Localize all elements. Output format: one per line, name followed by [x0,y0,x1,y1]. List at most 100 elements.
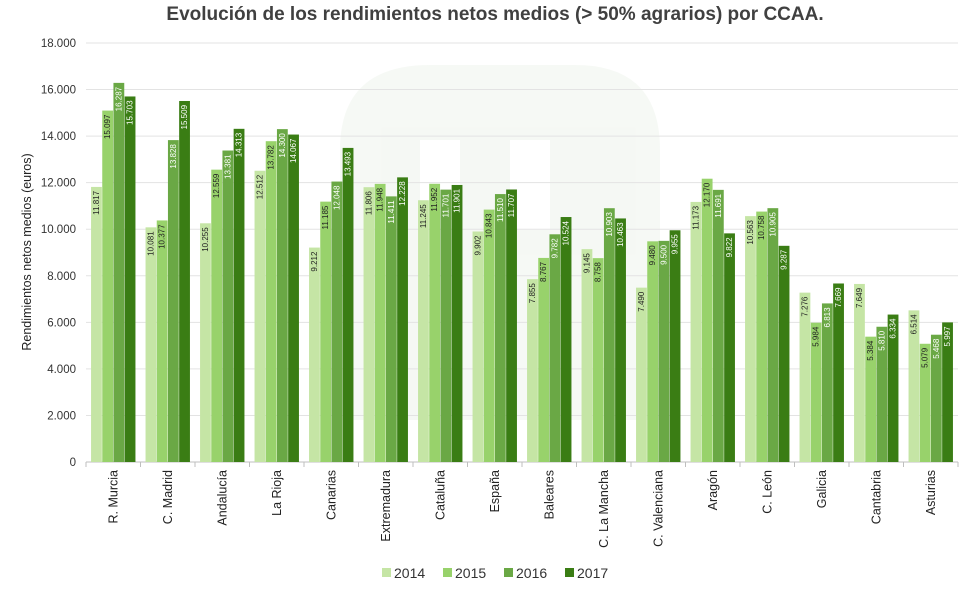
data-label: 11.952 [430,187,439,211]
bar-2015 [211,169,223,462]
data-label: 10.255 [201,227,210,252]
data-label: 11.411 [387,200,396,224]
data-label: 7.669 [834,287,843,308]
x-tick-label: Cataluña [433,470,447,520]
data-label: 9.500 [659,244,668,265]
bar-2017 [669,230,681,462]
bar-2014 [145,227,157,462]
x-tick-label: Andalucía [215,470,229,526]
bar-2014 [309,247,320,462]
x-tick-label: España [488,470,502,512]
data-label: 12.170 [703,182,712,207]
bar-2016 [331,181,343,463]
x-tick-label: C. León [760,470,774,514]
bar-2016 [113,82,125,463]
y-tick-label: 2.000 [47,410,76,422]
data-label: 15.703 [126,100,135,125]
x-tick-label: Asturias [924,470,938,515]
data-label: 15.097 [103,114,112,139]
bar-2014 [200,223,211,462]
data-label: 11.701 [441,193,450,217]
data-label: 10.524 [562,220,571,245]
bar-2017 [397,177,408,463]
data-label: 13.493 [344,151,353,176]
bar-2015 [374,183,386,462]
bar-2015 [156,220,168,462]
data-label: 6.334 [889,318,898,339]
y-tick-label: 8.000 [47,271,76,283]
bar-2017 [451,184,463,462]
legend-label-2015: 2015 [455,565,486,581]
data-label: 5.984 [812,326,821,347]
bar-2016 [712,189,724,462]
data-label: 5.810 [877,330,886,351]
bar-2016 [440,189,452,463]
data-label: 9.145 [582,253,591,274]
bar-2015 [647,241,659,462]
x-tick-label: R. Murcia [106,470,120,524]
x-tick-label: Extremadura [379,470,393,542]
bar-2017 [778,245,790,462]
bar-2016 [167,140,179,463]
x-tick-label: C. Madrid [161,470,175,524]
data-label: 9.782 [550,238,559,259]
data-label: 10.081 [146,231,155,256]
data-label: 5.384 [866,340,875,361]
bar-2017 [233,128,245,462]
data-label: 9.955 [671,234,680,255]
bar-2016 [276,129,288,462]
y-tick-label: 16.000 [41,85,76,97]
bar-2016 [876,326,888,462]
bar-2016 [930,334,942,462]
bar-2014 [363,187,375,462]
bar-2015 [919,343,931,462]
legend-swatch-2014 [382,568,391,577]
y-axis: 0 2.000 4.000 6.000 8.000 10.000 12.000 14.000 1… [41,38,76,469]
bar-2014 [908,310,920,462]
bar-2015 [701,178,713,462]
bar-2017 [942,322,953,462]
bar-2015 [865,336,877,462]
data-label: 10.758 [757,215,766,240]
data-label: 7.490 [637,291,646,312]
data-label: 9.822 [725,237,734,258]
legend-swatch-2017 [565,568,574,577]
y-tick-label: 4.000 [47,364,76,376]
data-label: 12.559 [212,173,221,198]
y-tick-label: 18.000 [41,38,76,50]
legend-label-2017: 2017 [577,565,608,581]
x-tick-label: Baleares [542,470,556,519]
data-label: 13.381 [223,154,232,179]
bar-2015 [538,257,550,462]
x-tick-label: Aragón [706,470,720,510]
bar-2017 [724,233,735,462]
bar-2016 [549,234,561,462]
y-tick-label: 10.000 [41,224,76,236]
data-label: 16.287 [114,86,123,111]
data-label: 11.185 [321,205,330,229]
data-label: 13.782 [267,145,276,170]
bar-2014 [636,287,647,462]
x-tick-label: Cantabria [869,470,883,524]
bar-2015 [756,211,768,462]
chart-title: Evolución de los rendimientos netos medi… [166,4,824,25]
bar-2015 [483,209,495,462]
bar-2016 [222,150,234,462]
x-tick-label: Canarias [324,470,338,520]
data-label: 10.463 [616,222,625,247]
bar-2017 [887,314,899,462]
legend-swatch-2015 [443,568,452,577]
bar-2016 [603,208,615,462]
data-label: 10.905 [768,212,777,237]
bar-2015 [265,141,277,462]
data-label: 6.813 [823,307,832,328]
x-tick-label: Galicia [815,470,829,508]
bar-2015 [810,322,822,462]
data-label: 9.480 [648,245,657,266]
bar-2017 [506,189,517,462]
bar-2017 [833,283,844,462]
data-label: 13.828 [169,144,178,169]
data-label: 7.276 [800,296,809,317]
data-label: 14.067 [289,138,298,163]
